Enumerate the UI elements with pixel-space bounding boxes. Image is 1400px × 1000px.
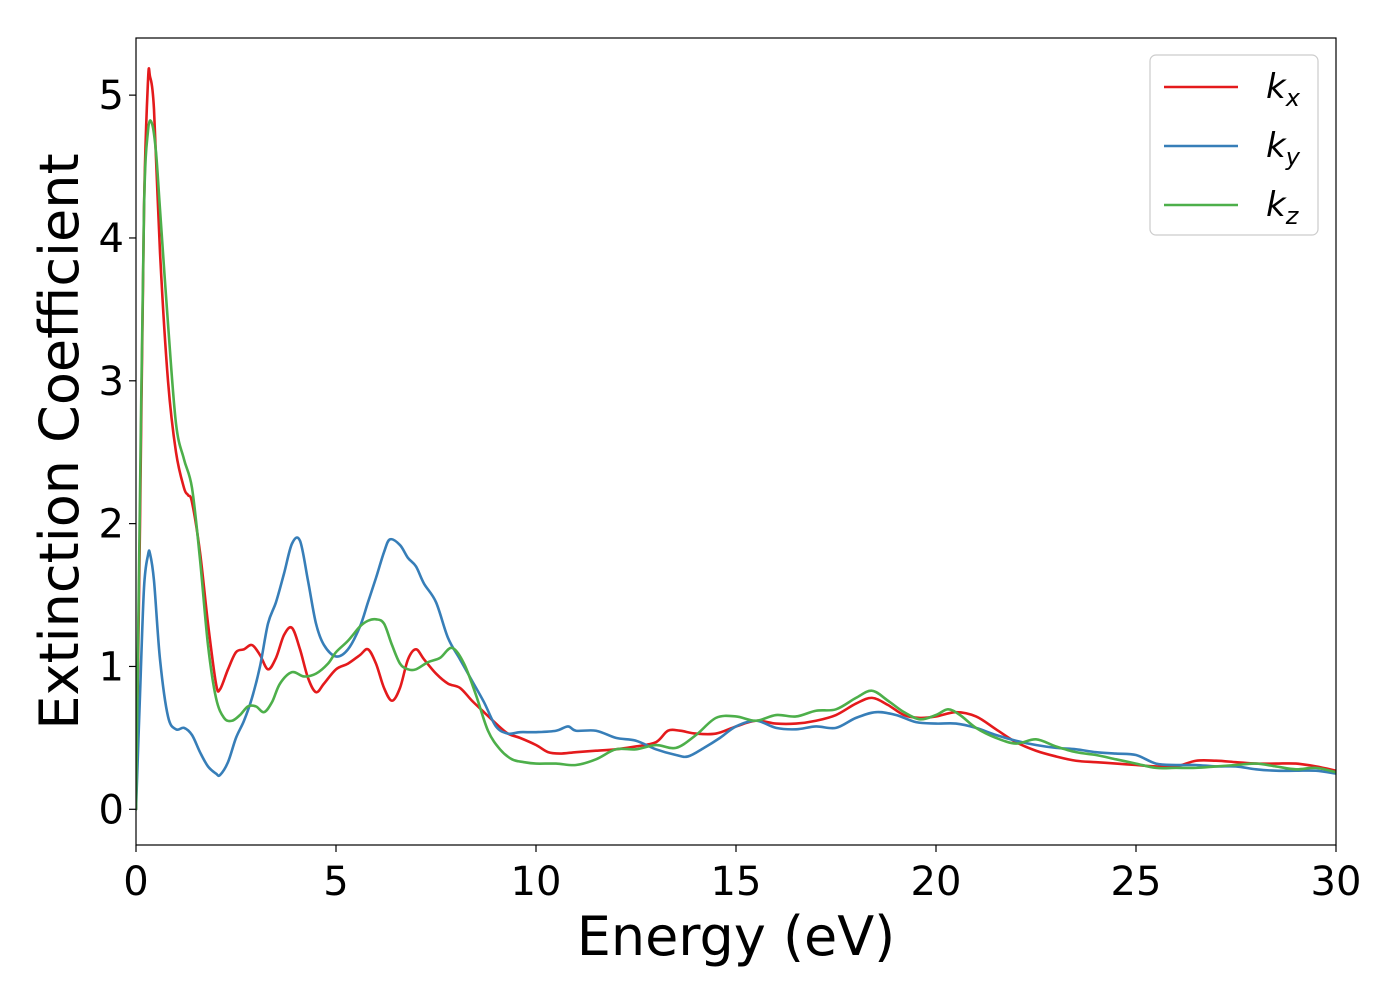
x-tick-label: 15 xyxy=(711,859,762,905)
x-tick-label: 5 xyxy=(323,859,348,905)
y-tick-label: 0 xyxy=(99,787,124,833)
series-line-kx xyxy=(136,67,1336,811)
y-axis-ticks: 0 1 2 3 4 5 xyxy=(99,73,136,833)
axes-background xyxy=(136,38,1336,845)
x-tick-label: 30 xyxy=(1311,859,1362,905)
y-tick-label: 4 xyxy=(99,216,124,262)
x-axis-ticks: 0 5 10 15 20 25 30 xyxy=(123,845,1361,905)
x-tick-label: 25 xyxy=(1111,859,1162,905)
y-axis-title: Extinction Coefficient xyxy=(28,153,91,729)
legend: kx ky kz xyxy=(1149,54,1319,236)
y-tick-label: 2 xyxy=(99,502,124,548)
series-line-ky xyxy=(136,536,1336,811)
legend-label-kx: kx xyxy=(1266,67,1301,112)
series-line-kz xyxy=(136,119,1336,811)
legend-label-ky: ky xyxy=(1266,126,1301,171)
y-tick-label: 5 xyxy=(99,73,124,119)
y-tick-label: 1 xyxy=(99,644,124,690)
series-layer xyxy=(136,67,1336,811)
legend-label-kz: kz xyxy=(1266,185,1300,230)
x-tick-label: 0 xyxy=(123,859,148,905)
plot-area xyxy=(135,37,1337,846)
x-tick-label: 20 xyxy=(911,859,962,905)
x-axis-title: Energy (eV) xyxy=(577,905,896,968)
y-tick-label: 3 xyxy=(99,359,124,405)
x-tick-label: 10 xyxy=(511,859,562,905)
